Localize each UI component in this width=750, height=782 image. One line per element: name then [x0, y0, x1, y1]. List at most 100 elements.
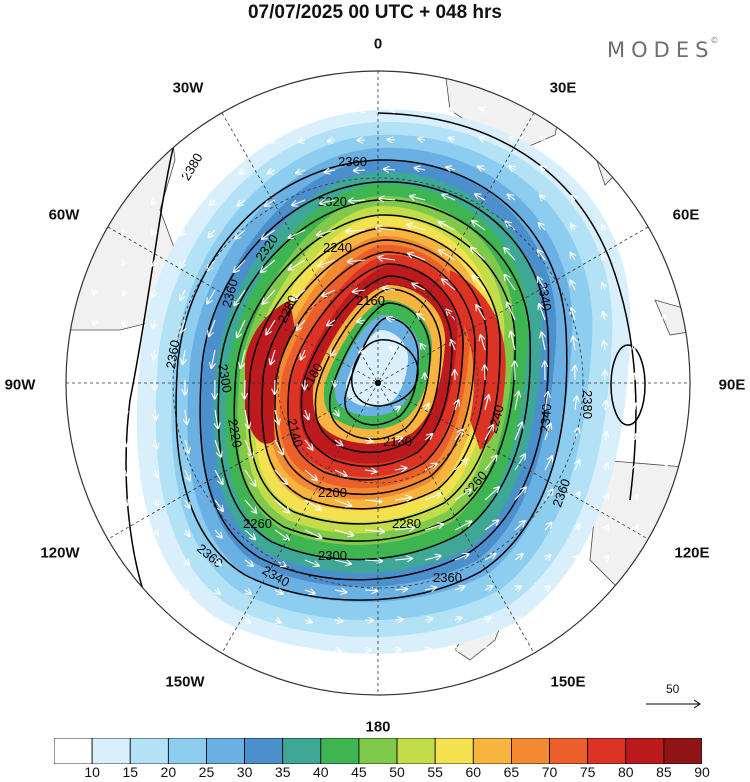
wind-arrow: [480, 108, 485, 110]
wind-arrow: [125, 439, 126, 446]
wind-arrow: [471, 248, 486, 261]
wind-arrow: [335, 650, 341, 651]
wind-arrow: [265, 199, 276, 206]
longitude-label-30e: 30E: [549, 79, 577, 97]
wind-arrow: [240, 140, 245, 143]
wind-arrow: [215, 620, 219, 623]
colorbar-tick-label: 65: [503, 764, 520, 780]
wind-arrow: [94, 320, 95, 325]
contour-2240: [274, 251, 476, 496]
wind-arrow: [325, 170, 336, 172]
wind-arrow: [152, 200, 155, 204]
wind-arrow: [292, 289, 306, 300]
longitude-label-60e: 60E: [672, 206, 700, 224]
wind-arrow: [244, 469, 255, 486]
wind-arrow: [152, 260, 155, 266]
contour-2140: [344, 317, 419, 426]
contour-2220: [287, 263, 464, 481]
wind-arrow: [394, 528, 414, 530]
longitude-label-150e: 150E: [550, 673, 586, 691]
wind-arrow: [289, 229, 306, 238]
wind-arrow: [364, 500, 381, 502]
contour-label: 2300: [318, 548, 347, 563]
wind-arrow: [602, 255, 605, 261]
wind-arrow: [664, 315, 665, 320]
meridian-line: [107, 226, 649, 540]
wind-arrow: [635, 434, 636, 440]
wind-arrow: [545, 617, 549, 620]
wind-arrow: [407, 225, 426, 231]
wind-arrow: [665, 405, 666, 410]
colorbar-swatch: [587, 738, 627, 764]
colorbar-swatch: [206, 738, 245, 764]
wind-arrow: [122, 230, 125, 234]
colorbar-tick-label: 15: [122, 764, 139, 780]
wind-arrow: [208, 229, 216, 237]
wind-arrow: [542, 333, 546, 351]
colorbar-tick-label: 40: [313, 764, 329, 780]
wind-arrow: [304, 620, 312, 622]
wind-arrow: [605, 494, 608, 500]
wind-arrow: [234, 289, 246, 305]
wind-arrow: [376, 228, 396, 230]
wind-arrow: [274, 469, 287, 484]
wind-arrow: [334, 440, 342, 445]
contour-label: 2260: [243, 516, 272, 531]
wind-arrow: [417, 314, 426, 321]
colorbar-swatch: [549, 738, 589, 764]
colorbar-tick-label: 85: [656, 764, 672, 780]
wind-arrow: [125, 530, 128, 535]
wind-arrow: [410, 196, 426, 200]
wind-arrow: [94, 350, 95, 355]
wind-arrow: [484, 487, 499, 501]
wind-arrow: [155, 500, 158, 506]
wind-arrow: [299, 140, 306, 142]
wind-arrow: [270, 140, 276, 142]
wind-arrow: [305, 409, 308, 419]
wind-arrow: [390, 347, 395, 350]
wind-arrow: [234, 259, 246, 272]
contour-2160: [328, 302, 431, 441]
polar-map: 2360 2380 2360 2360 2320 2320 2240 2280 …: [65, 70, 691, 696]
colorbar-swatch: [434, 738, 474, 764]
wind-arrow: [210, 200, 215, 205]
contour-2380-west: [125, 139, 176, 611]
wind-arrow: [304, 499, 321, 510]
wind-arrow: [334, 590, 346, 592]
wind-arrow: [207, 289, 216, 303]
wind-arrow: [571, 196, 575, 200]
wind-arrow: [244, 439, 253, 457]
wind-arrow: [304, 529, 322, 538]
contour-label: 2320: [318, 194, 347, 209]
wind-arrow: [425, 649, 431, 650]
colorbar-tick-label: 25: [198, 764, 215, 780]
meridian-line: [107, 226, 649, 540]
wind-arrow: [245, 650, 250, 652]
colorbar-tick-label: 10: [84, 764, 100, 780]
wind-arrow: [481, 335, 486, 351]
wind-arrow: [478, 167, 486, 171]
wind-arrow: [330, 110, 336, 111]
wind-arrow: [262, 229, 276, 239]
wind-arrow: [181, 230, 185, 236]
wind-arrow: [334, 499, 351, 506]
contour-2320: [217, 199, 532, 561]
longitude-label-90e: 90E: [718, 376, 746, 394]
wind-arrow: [364, 560, 382, 561]
wind-arrow: [384, 169, 396, 170]
wind-arrow: [239, 170, 245, 174]
wind-arrow: [484, 586, 493, 590]
wind-arrow: [185, 439, 189, 453]
longitude-label-0: 0: [373, 35, 383, 53]
wind-arrow: [454, 459, 467, 471]
wind-arrow: [155, 439, 157, 449]
contour-2280: [247, 227, 501, 525]
longitude-label-150w: 150W: [165, 673, 205, 691]
wind-arrow: [633, 285, 635, 290]
longitude-label-60w: 60W: [48, 206, 80, 224]
meridian-line: [221, 112, 535, 654]
wind-arrow: [274, 590, 283, 594]
wind-arrow: [274, 439, 283, 454]
longitude-label-30w: 30W: [172, 79, 204, 97]
longitude-label-90w: 90W: [4, 376, 36, 394]
